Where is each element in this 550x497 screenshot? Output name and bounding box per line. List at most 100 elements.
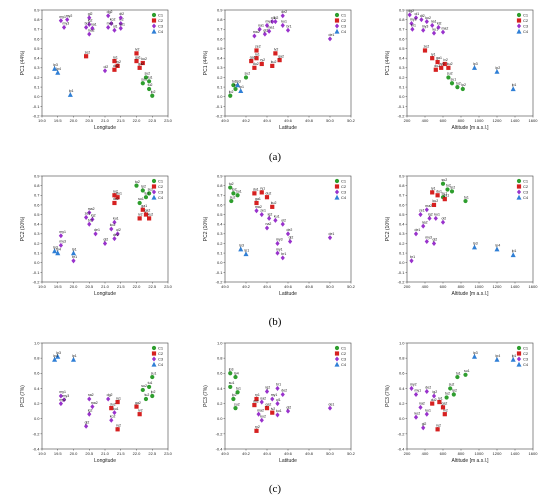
marker-c3 <box>87 31 92 37</box>
y-tick-label: -0.2 <box>33 431 41 436</box>
marker-c3 <box>516 189 522 195</box>
data-point: dg2 <box>106 393 113 402</box>
point-label: ze2 <box>424 45 430 49</box>
data-point: de1 <box>413 228 420 237</box>
data-point: ry1 <box>430 187 436 195</box>
data-point: ma2 <box>87 28 95 37</box>
y-axis-label: PC1 (44%) <box>203 50 209 75</box>
legend-label-c1: C1 <box>341 346 347 351</box>
marker-c4 <box>238 88 244 94</box>
marker-c1 <box>147 191 152 196</box>
point-label: de1 <box>329 33 335 37</box>
marker-c3 <box>259 417 264 423</box>
point-label: na1 <box>431 20 437 24</box>
data-point: my3 <box>61 22 69 30</box>
data-point: lp3 <box>471 351 478 359</box>
x-tick-label: 22.5 <box>148 118 157 123</box>
marker-c4 <box>516 361 522 367</box>
marker-c3 <box>516 356 522 362</box>
point-label: ze2 <box>85 50 91 54</box>
marker-c2 <box>115 399 120 405</box>
point-label: ga2 <box>278 54 284 58</box>
x-tick-label: 49.8 <box>305 451 314 456</box>
marker-c3 <box>334 189 340 195</box>
marker-c1 <box>235 193 240 198</box>
data-point: su1 <box>449 77 456 86</box>
data-point: my2 <box>409 18 417 27</box>
point-label: ig2 <box>88 19 93 23</box>
y-tick-label: -0.2 <box>398 431 406 436</box>
marker-c2 <box>431 202 437 208</box>
point-label: iv2 <box>443 408 448 412</box>
point-label: ku2 <box>447 62 453 66</box>
data-point: na2 <box>421 220 428 229</box>
legend-label-c2: C2 <box>523 184 529 189</box>
y-tick-label: 1.0 <box>217 340 223 345</box>
legend-label-c4: C4 <box>158 195 164 200</box>
point-label: ma2 <box>91 401 98 405</box>
marker-c2 <box>147 216 152 221</box>
point-label: br1 <box>85 22 90 26</box>
data-point: lp3 <box>52 245 58 254</box>
data-point: ze1 <box>259 209 266 218</box>
data-point: ry1 <box>254 393 260 402</box>
data-point: tu1 <box>463 195 469 204</box>
point-label: my3 <box>276 238 283 242</box>
y-tick-label: 0.0 <box>34 260 40 265</box>
marker-c2 <box>259 190 264 195</box>
data-point: ol1 <box>413 12 419 21</box>
marker-c4 <box>334 194 340 200</box>
data-point: tu2 <box>147 83 153 92</box>
data-point: lp3 <box>471 242 478 250</box>
row-label-c: (c) <box>269 483 282 495</box>
point-label: br1 <box>281 252 286 256</box>
data-point: su2 <box>233 402 240 411</box>
marker-c3 <box>285 231 291 237</box>
x-tick-label: 22.0 <box>133 284 142 289</box>
point-label: gl2 <box>88 12 93 16</box>
point-label: lp3 <box>473 242 478 246</box>
marker-c3 <box>409 258 414 264</box>
plot-area <box>224 175 352 283</box>
x-tick-label: 1200 <box>493 118 503 123</box>
point-label: ry2 <box>113 189 118 193</box>
point-label: ma2 <box>257 408 264 412</box>
marker-c3 <box>58 401 63 407</box>
data-point: su1 <box>463 369 470 377</box>
marker-c2 <box>422 48 428 53</box>
marker-c2 <box>254 428 259 433</box>
point-label: su2 <box>234 402 240 406</box>
y-tick-label: 0.6 <box>217 202 223 207</box>
point-label: de2 <box>281 10 287 14</box>
data-point: ko2 <box>413 411 420 420</box>
point-label: du1 <box>116 191 122 195</box>
marker-c3 <box>436 24 441 30</box>
data-point: ga1 <box>442 193 449 202</box>
y-tick-label: 0.9 <box>217 7 223 12</box>
data-point: ol2 <box>102 65 108 74</box>
data-point: tu1 <box>235 386 241 395</box>
point-label: na2 <box>260 396 266 400</box>
marker-c1 <box>233 374 238 380</box>
point-label: lp3 <box>236 79 241 83</box>
marker-c3 <box>87 15 92 21</box>
marker-c3 <box>334 356 340 362</box>
y-tick-label: 0.0 <box>217 260 223 265</box>
point-label: ry1 <box>116 396 121 400</box>
y-tick-label: 0.4 <box>217 56 223 61</box>
marker-c3 <box>87 221 92 227</box>
x-tick-label: 22.0 <box>133 451 142 456</box>
y-tick-label: 0.3 <box>217 65 223 70</box>
legend-label-c2: C2 <box>341 184 347 189</box>
marker-c3 <box>431 30 437 36</box>
x-tick-label: 20.0 <box>70 118 79 123</box>
data-point: gl2 <box>84 420 89 429</box>
data-point: lp3 <box>52 63 58 71</box>
point-label: ig2 <box>433 390 438 394</box>
point-label: du2 <box>113 197 119 201</box>
x-tick-label: 20.0 <box>70 451 79 456</box>
marker-c3 <box>421 425 426 431</box>
point-label: lp4 <box>234 371 239 375</box>
